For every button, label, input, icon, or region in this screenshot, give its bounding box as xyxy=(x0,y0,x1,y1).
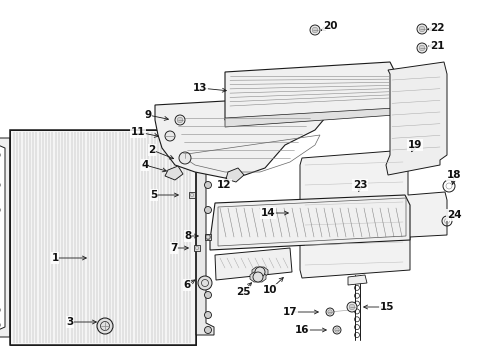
Circle shape xyxy=(204,292,211,298)
Circle shape xyxy=(327,310,331,314)
Circle shape xyxy=(177,117,183,123)
Circle shape xyxy=(312,27,317,33)
Polygon shape xyxy=(155,95,334,178)
Polygon shape xyxy=(204,234,211,240)
Circle shape xyxy=(418,26,424,32)
Text: 25: 25 xyxy=(235,287,250,297)
Polygon shape xyxy=(251,267,267,277)
Circle shape xyxy=(175,115,184,125)
Circle shape xyxy=(325,308,333,316)
Text: 1: 1 xyxy=(51,253,59,263)
Text: 13: 13 xyxy=(192,83,207,93)
Polygon shape xyxy=(299,150,446,278)
Polygon shape xyxy=(188,192,195,198)
Text: 15: 15 xyxy=(379,302,393,312)
Circle shape xyxy=(198,276,212,290)
Text: 17: 17 xyxy=(282,307,297,317)
Circle shape xyxy=(254,267,264,277)
Text: 14: 14 xyxy=(260,208,275,218)
Text: 19: 19 xyxy=(407,140,421,150)
Circle shape xyxy=(204,157,211,163)
Circle shape xyxy=(416,43,426,53)
Circle shape xyxy=(252,272,263,282)
Text: 7: 7 xyxy=(170,243,177,253)
Polygon shape xyxy=(224,108,394,127)
Polygon shape xyxy=(215,248,291,280)
Text: 2: 2 xyxy=(148,145,155,155)
Circle shape xyxy=(204,207,211,213)
Text: 6: 6 xyxy=(183,280,190,290)
Polygon shape xyxy=(385,62,446,175)
Text: 8: 8 xyxy=(184,231,191,241)
Polygon shape xyxy=(164,166,183,180)
Text: 18: 18 xyxy=(446,170,460,180)
Text: 21: 21 xyxy=(429,41,443,51)
Polygon shape xyxy=(224,62,394,120)
Text: 20: 20 xyxy=(322,21,337,31)
Circle shape xyxy=(348,304,354,310)
Text: 4: 4 xyxy=(141,160,148,170)
Circle shape xyxy=(179,152,191,164)
Polygon shape xyxy=(193,245,200,251)
Circle shape xyxy=(309,25,319,35)
Text: 23: 23 xyxy=(352,180,366,190)
Circle shape xyxy=(418,45,424,51)
Polygon shape xyxy=(225,168,244,182)
Text: 12: 12 xyxy=(216,180,231,190)
Circle shape xyxy=(97,318,113,334)
Text: 16: 16 xyxy=(294,325,308,335)
Circle shape xyxy=(204,181,211,189)
Text: 11: 11 xyxy=(130,127,145,137)
Circle shape xyxy=(164,131,175,141)
Polygon shape xyxy=(249,272,265,282)
Text: 24: 24 xyxy=(446,210,460,220)
Polygon shape xyxy=(0,138,10,337)
Polygon shape xyxy=(196,140,214,335)
Circle shape xyxy=(204,327,211,333)
Circle shape xyxy=(416,24,426,34)
Polygon shape xyxy=(347,275,366,285)
Text: 3: 3 xyxy=(66,317,74,327)
Circle shape xyxy=(204,311,211,319)
Text: 10: 10 xyxy=(262,285,277,295)
Polygon shape xyxy=(10,130,196,345)
Polygon shape xyxy=(209,195,409,250)
Text: 9: 9 xyxy=(144,110,151,120)
Circle shape xyxy=(334,328,339,332)
Circle shape xyxy=(346,302,356,312)
Circle shape xyxy=(332,326,340,334)
Text: 5: 5 xyxy=(150,190,157,200)
Text: 22: 22 xyxy=(429,23,443,33)
